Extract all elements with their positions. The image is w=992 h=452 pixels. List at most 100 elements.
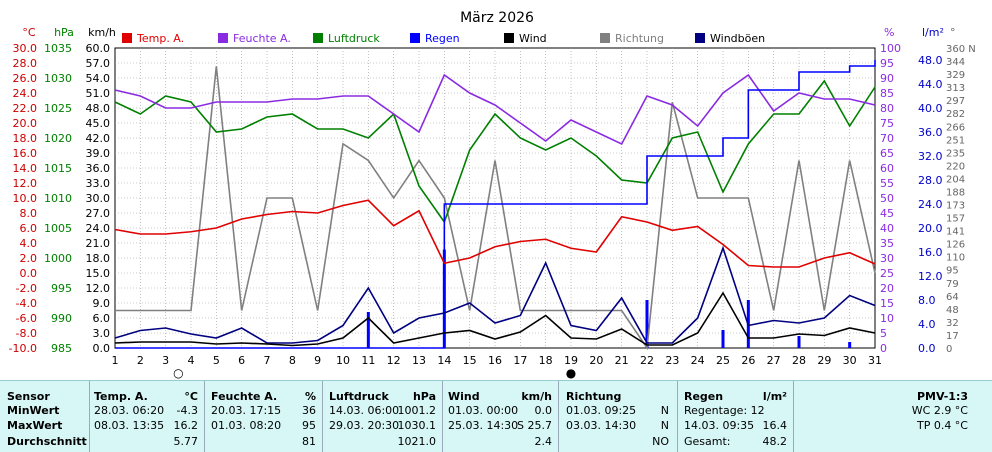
y-tick-humidity: 75 bbox=[880, 117, 894, 130]
series-line-wind bbox=[114, 291, 876, 347]
y-tick-direction: 32 bbox=[946, 318, 959, 329]
stats-humidity-avg: 81 bbox=[302, 435, 316, 448]
y-tick-direction: 110 bbox=[946, 253, 965, 264]
y-tick-direction: 141 bbox=[946, 227, 965, 238]
x-tick-label: 15 bbox=[463, 354, 477, 367]
stats-humidity-unit: % bbox=[304, 390, 316, 403]
stats-col-pmv: PMV-1:3 WC 2.9 °C TP 0.4 °C bbox=[794, 381, 992, 452]
y-tick-temp: 12.0 bbox=[13, 177, 38, 190]
y-tick-wind: 36.0 bbox=[86, 162, 111, 175]
y-tick-wind: 42.0 bbox=[86, 132, 111, 145]
y-tick-direction: 360 N bbox=[946, 44, 976, 55]
x-tick-label: 8 bbox=[289, 354, 296, 367]
stats-rain-max-time: 14.03. 09:35 bbox=[684, 419, 755, 432]
stats-avg-label: Durchschnitt bbox=[7, 435, 87, 448]
x-tick-label: 5 bbox=[213, 354, 220, 367]
x-tick-label: 3 bbox=[162, 354, 169, 367]
stats-col-wind: Wind km/h 01.03. 00:00 0.0 25.03. 14:30 … bbox=[443, 381, 559, 452]
y-tick-temp: 26.0 bbox=[13, 72, 38, 85]
y-tick-wind: 18.0 bbox=[86, 252, 111, 265]
y-tick-direction: 79 bbox=[946, 279, 959, 290]
y-tick-pressure: 1005 bbox=[44, 222, 72, 235]
stats-temp-max-time: 08.03. 13:35 bbox=[94, 419, 165, 432]
y-tick-temp: 0.0 bbox=[20, 267, 38, 280]
stats-rain-total-label: Gesamt: bbox=[684, 435, 731, 448]
y-tick-temp: 16.0 bbox=[13, 147, 38, 160]
y-tick-wind: 54.0 bbox=[86, 72, 111, 85]
x-tick-label: 27 bbox=[767, 354, 781, 367]
y-tick-wind: 30.0 bbox=[86, 192, 111, 205]
y-tick-humidity: 40 bbox=[880, 222, 894, 235]
legend-swatch bbox=[313, 33, 323, 43]
y-tick-wind: 33.0 bbox=[86, 177, 111, 190]
stats-wind-min-val: 0.0 bbox=[534, 404, 553, 417]
y-tick-temp: 24.0 bbox=[13, 87, 38, 100]
y-unit-temp: °C bbox=[22, 26, 36, 39]
stats-pressure-max-val: 1030.1 bbox=[397, 419, 437, 432]
y-tick-rain: 28.0 bbox=[918, 174, 943, 187]
y-tick-pressure: 990 bbox=[51, 312, 72, 325]
y-tick-temp: 6.0 bbox=[20, 222, 38, 235]
x-tick-label: 13 bbox=[412, 354, 426, 367]
stats-max-label: MaxWert bbox=[7, 419, 63, 432]
y-tick-humidity: 65 bbox=[880, 147, 894, 160]
y-tick-temp: -2.0 bbox=[16, 282, 37, 295]
series-line-feuchte-a- bbox=[114, 73, 876, 146]
series-line-windböen bbox=[114, 245, 876, 344]
y-tick-direction: 64 bbox=[946, 292, 959, 303]
moon-phase-marker: ● bbox=[566, 366, 576, 380]
legend-label: Temp. A. bbox=[136, 32, 184, 45]
stats-col-humidity: Feuchte A. % 20.03. 17:15 36 01.03. 08:2… bbox=[205, 381, 323, 452]
y-tick-rain: 48.0 bbox=[918, 54, 943, 67]
stats-humidity-max-val: 95 bbox=[302, 419, 316, 432]
chart-title: März 2026 bbox=[460, 10, 534, 26]
y-tick-pressure: 1025 bbox=[44, 102, 72, 115]
series-line-regen bbox=[115, 60, 876, 349]
y-tick-direction: 297 bbox=[946, 96, 965, 107]
stats-direction-min-time: 01.03. 09:25 bbox=[566, 404, 637, 417]
y-tick-temp: -8.0 bbox=[16, 327, 37, 340]
x-tick-label: 18 bbox=[539, 354, 553, 367]
stats-panel: Sensor MinWert MaxWert Durchschnitt Temp… bbox=[0, 380, 992, 452]
stats-wind-min-time: 01.03. 00:00 bbox=[448, 404, 519, 417]
y-tick-rain: 0.0 bbox=[918, 342, 936, 355]
legend-swatch bbox=[504, 33, 514, 43]
x-tick-label: 6 bbox=[238, 354, 245, 367]
rain-event-bar bbox=[848, 342, 852, 348]
legend-label: Feuchte A. bbox=[233, 32, 291, 45]
stats-rain-days: Regentage: 12 bbox=[684, 404, 765, 417]
stats-wind-header: Wind bbox=[448, 390, 480, 403]
y-tick-rain: 24.0 bbox=[918, 198, 943, 211]
y-tick-wind: 45.0 bbox=[86, 117, 111, 130]
stats-col-rain: Regen l/m² Regentage: 12 14.03. 09:35 16… bbox=[678, 381, 794, 452]
y-tick-humidity: 25 bbox=[880, 267, 894, 280]
chart-series bbox=[114, 60, 876, 351]
x-tick-label: 9 bbox=[314, 354, 321, 367]
stats-temp-header: Temp. A. bbox=[94, 390, 148, 403]
y-tick-direction: 126 bbox=[946, 240, 965, 251]
y-tick-humidity: 50 bbox=[880, 192, 894, 205]
stats-wind-unit: km/h bbox=[521, 390, 552, 403]
y-tick-wind: 3.0 bbox=[93, 327, 111, 340]
stats-direction-avg: NO bbox=[652, 435, 669, 448]
stats-pressure-max-time: 29.03. 20:30 bbox=[329, 419, 400, 432]
y-tick-wind: 60.0 bbox=[86, 42, 111, 55]
y-tick-direction: 204 bbox=[946, 174, 965, 185]
x-tick-label: 19 bbox=[564, 354, 578, 367]
y-tick-humidity: 30 bbox=[880, 252, 894, 265]
legend-swatch bbox=[600, 33, 610, 43]
y-tick-wind: 15.0 bbox=[86, 267, 111, 280]
chart-axes: 1 2 3 4 5 6 7 8 9 10 11 12 13 14 15 16 17 18 19 20 21 22 23 24 2… bbox=[9, 26, 976, 380]
chart-legend: Temp. A. Feuchte A. Luftdruck Regen Wind Rich… bbox=[122, 32, 765, 45]
series-line-luftdruck bbox=[114, 79, 876, 224]
stats-wind-max-time: 25.03. 14:30 bbox=[448, 419, 519, 432]
y-tick-pressure: 1020 bbox=[44, 132, 72, 145]
legend-label: Windböen bbox=[710, 32, 765, 45]
stats-rain-max-val: 16.4 bbox=[762, 419, 788, 432]
y-tick-humidity: 95 bbox=[880, 57, 894, 70]
y-tick-direction: 173 bbox=[946, 201, 965, 212]
y-tick-pressure: 1010 bbox=[44, 192, 72, 205]
y-tick-direction: 251 bbox=[946, 135, 965, 146]
y-unit-direction: ° bbox=[950, 26, 956, 39]
moon-phase-marker: ○ bbox=[173, 366, 183, 380]
